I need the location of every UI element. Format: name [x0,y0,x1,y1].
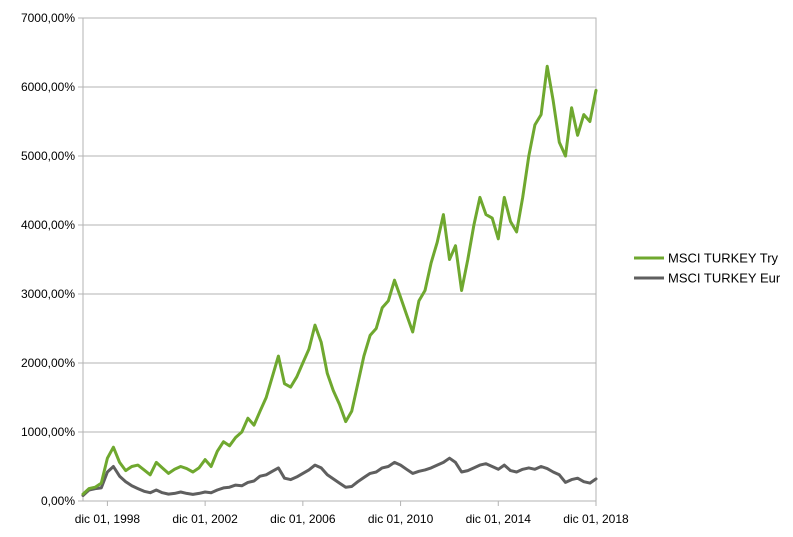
legend-label: MSCI TURKEY Try [668,251,779,266]
y-tick-label: 2000,00% [21,356,75,370]
x-tick-label: dic 01, 2018 [563,512,629,526]
x-tick-label: dic 01, 2010 [368,512,434,526]
plot-area-border [82,17,597,502]
y-tick-label: 4000,00% [21,218,75,232]
series-layer [81,64,598,497]
gridlines [83,17,596,502]
y-tick-label: 0,00% [41,494,75,508]
y-axis: 0,00% 1000,00% 2000,00% 3000,00% 4000,00% 500… [21,11,83,508]
x-tick-label: dic 01, 2006 [270,512,336,526]
series-line [81,64,598,496]
series-line [81,456,598,497]
legend-label: MSCI TURKEY Eur [668,271,781,286]
y-tick-label: 6000,00% [21,80,75,94]
y-tick-label: 5000,00% [21,149,75,163]
x-axis: dic 01, 1998 dic 01, 2002 dic 01, 2006 dic … [75,501,629,526]
y-tick-label: 7000,00% [21,11,75,25]
x-tick-label: dic 01, 1998 [75,512,141,526]
y-tick-label: 1000,00% [21,425,75,439]
y-tick-label: 3000,00% [21,287,75,301]
x-tick-label: dic 01, 2014 [466,512,532,526]
legend: MSCI TURKEY Try MSCI TURKEY Eur [634,251,781,286]
x-tick-label: dic 01, 2002 [172,512,238,526]
